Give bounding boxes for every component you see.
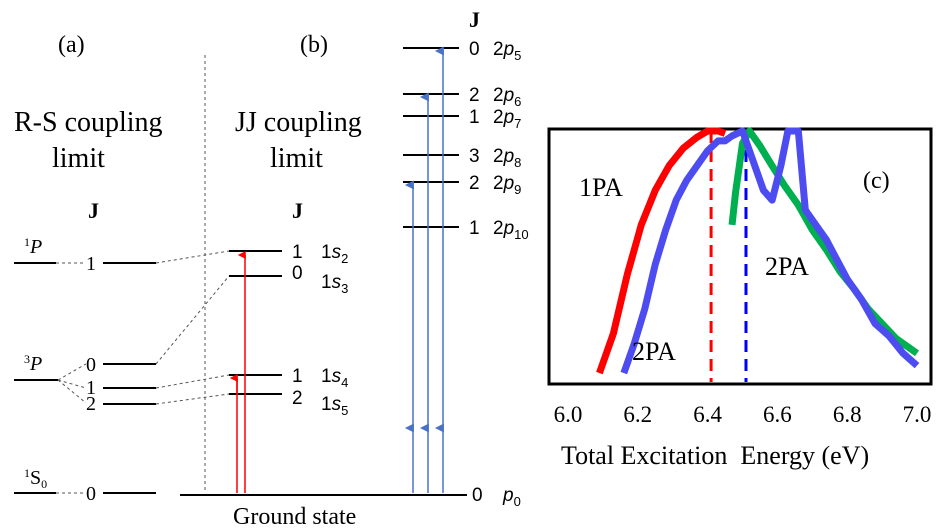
term-3p-label: 3P [24, 352, 42, 375]
x-tick-labels: 6.0 6.2 6.4 6.6 6.8 7.0 [554, 402, 932, 427]
term-3p-j1-label: 1 [86, 377, 96, 399]
x-tick-label: 6.4 [693, 402, 722, 427]
level-1s3-name: 1s3 [321, 272, 348, 296]
ground-state-label: Ground state [233, 504, 356, 529]
x-tick-label: 6.8 [833, 402, 862, 427]
level-1s5-j: 2 [292, 388, 303, 409]
level-2p7-j: 1 [469, 107, 480, 128]
data-series [596, 127, 920, 375]
level-2p9-j: 2 [469, 173, 480, 194]
correlation-3p0-to-1s3 [155, 275, 230, 365]
level-1s2-j: 1 [292, 242, 303, 263]
series-label-2pa-green: 2PA [765, 252, 809, 281]
ground-p0-name: p0 [502, 485, 521, 509]
panel-a-j-header: J [88, 198, 99, 223]
level-2p10-name: 2p10 [493, 218, 529, 242]
correlation-3p2-to-1s5 [155, 393, 230, 405]
level-1s4-name: 1s4 [321, 366, 348, 390]
x-tick-label: 6.0 [554, 402, 583, 427]
panel-c-label: (c) [863, 168, 890, 194]
term-3p-j0-label: 0 [86, 354, 96, 376]
correlation-1p-to-1s2 [155, 250, 230, 264]
x-tick-label: 7.0 [903, 402, 932, 427]
panel-a-title-line2: limit [52, 143, 105, 174]
correlation-lines [155, 250, 230, 405]
term-1p-label: 1P [24, 235, 42, 258]
level-1s2-name: 1s2 [321, 242, 348, 266]
series-label-1pa: 1PA [579, 173, 623, 202]
panel-b-label: (b) [300, 32, 328, 58]
correlation-3p1-to-1s4 [155, 374, 230, 389]
x-tick-label: 6.2 [623, 402, 652, 427]
panel-c-chart: 6.0 6.2 6.4 6.6 6.8 7.0 (c) 1PA 2PA 2PA Total… [547, 127, 933, 470]
panel-a-title-line1: R-S coupling [14, 107, 163, 138]
term-1p-j1-label: 1 [86, 253, 96, 275]
level-2p9-name: 2p9 [493, 173, 521, 197]
series-2pa-blue-line [620, 127, 920, 375]
panel-b-title-line1: JJ coupling [235, 107, 362, 138]
x-tick-label: 6.6 [763, 402, 792, 427]
level-2p6-j: 2 [469, 85, 480, 106]
panel-b-title-line2: limit [270, 143, 323, 174]
level-1s4-j: 1 [292, 366, 303, 387]
p-levels: J 0 2p5 2 2p6 1 2p7 3 2p8 2 2p9 1 2p10 0… [403, 7, 529, 509]
x-axis-label: Total Excitation Energy (eV) [561, 441, 869, 470]
level-2p8-name: 2p8 [493, 146, 521, 170]
term-1s0-label: 1S0 [24, 466, 47, 491]
panel-b-j-header: J [292, 198, 303, 223]
term-3p-j2-label: 2 [86, 393, 96, 415]
term-1s0-j0-label: 0 [86, 483, 96, 505]
series-label-2pa-blue: 2PA [632, 337, 676, 366]
level-1s5-name: 1s5 [321, 394, 348, 418]
level-2p5-j: 0 [469, 39, 480, 60]
p-levels-j-header: J [469, 7, 480, 32]
term-3p-fan [57, 363, 87, 404]
level-2p8-j: 3 [469, 146, 480, 167]
panel-a-label: (a) [58, 32, 85, 58]
panel-b: (b) JJ coupling limit J 1 1s2 0 1s3 1 1s… [180, 32, 467, 529]
ground-p0-j: 0 [472, 485, 483, 506]
panel-a: (a) R-S coupling limit J 1P 1 3P 0 1 2 1… [14, 32, 163, 505]
series-1pa-line [596, 127, 727, 375]
level-2p7-name: 2p7 [493, 107, 521, 131]
level-2p10-j: 1 [469, 218, 480, 239]
level-2p6-name: 2p6 [493, 85, 521, 109]
level-2p5-name: 2p5 [493, 39, 521, 63]
reference-lines [709, 131, 748, 382]
level-1s3-j: 0 [292, 263, 303, 284]
